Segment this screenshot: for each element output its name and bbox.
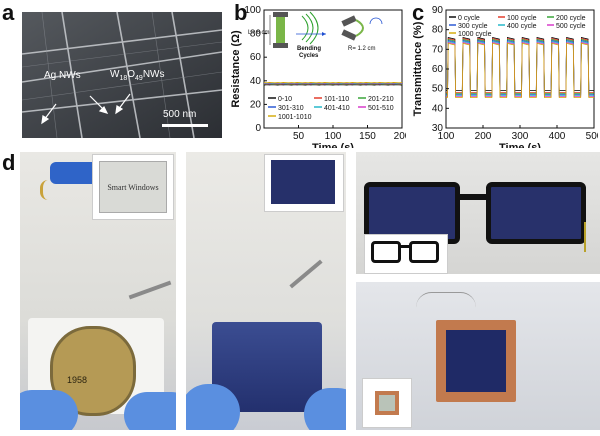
ytick-label-c-90: 90 xyxy=(432,6,444,16)
sem-image: Ag NWs W18O49NWs 500 nm xyxy=(22,12,222,138)
ytick-label-c-60: 60 xyxy=(432,64,444,75)
ytick-label-b-80: 80 xyxy=(250,29,262,40)
inset-radius: R= 1.2 cm xyxy=(348,46,376,52)
photo-smart-glasses xyxy=(356,152,600,274)
xtick-label-b-100: 100 xyxy=(325,131,342,142)
xlabel-b: Time (s) xyxy=(312,142,354,148)
legend-label-b-0-10: 0-10 xyxy=(278,96,292,103)
series-line-400-cycle xyxy=(446,41,594,96)
legend-label-b-501-510: 501-510 xyxy=(368,105,394,112)
wire-lead xyxy=(584,222,600,252)
legend-label-c-0: 0 cycle xyxy=(458,15,480,22)
xtick-label-c-500: 500 xyxy=(586,131,598,142)
legend-label-b-201-210: 201-210 xyxy=(368,96,394,103)
colored-square xyxy=(446,330,506,392)
panel-letter-b: b xyxy=(234,0,248,25)
xlabel-c: Time (s) xyxy=(499,142,541,148)
ylabel-b: Resistance (Ω) xyxy=(230,30,242,108)
ytick-label-b-20: 20 xyxy=(250,99,262,110)
ytick-label-c-80: 80 xyxy=(432,25,444,36)
series-line-0-cycle xyxy=(446,36,594,91)
panel-letter-d: d xyxy=(2,150,16,175)
legend-label-c-1000: 1000 cycle xyxy=(458,31,492,38)
xtick-label-b-150: 150 xyxy=(359,131,376,142)
clamp-top xyxy=(273,12,288,17)
transmittance-chart: 30 40 50 60 70 80 90 100 200 300 400 500 Time (s) Tra… xyxy=(412,6,598,148)
series-line-200-cycle xyxy=(446,38,594,94)
legend-label-b-101-110: 101-110 xyxy=(324,96,349,103)
ytick-label-c-40: 40 xyxy=(432,103,444,114)
inset-smart-windows: Smart Windows xyxy=(92,154,174,220)
label-ag-nws: Ag NWs xyxy=(44,70,81,81)
series-line-500-cycle xyxy=(446,42,594,97)
ytick-label-c-70: 70 xyxy=(432,44,444,55)
legend-label-c-500: 500 cycle xyxy=(556,23,586,30)
label-w-nws: W18O49NWs xyxy=(110,69,165,82)
resistance-chart: 0 20 40 60 80 100 50 100 150 200 Time (s) Resistanc… xyxy=(230,6,406,148)
seal-year: 1958 xyxy=(67,375,88,385)
blue-glove-right-2 xyxy=(304,388,346,430)
inset-smart-windows-text: Smart Windows xyxy=(107,182,159,192)
copper-frame xyxy=(436,320,516,402)
series-line-100-cycle xyxy=(446,37,594,93)
inset-small-device xyxy=(362,378,412,428)
clamp-bottom xyxy=(273,43,288,48)
legend-label-c-400: 400 cycle xyxy=(507,23,537,30)
legend-label-c-300: 300 cycle xyxy=(458,23,488,30)
inset-bleached-glasses xyxy=(364,234,448,274)
sample-strip xyxy=(276,15,285,45)
tweezers xyxy=(128,280,172,300)
inset-colored-device xyxy=(264,154,344,212)
photo-copper-framed-device xyxy=(356,282,600,430)
scale-bar xyxy=(162,124,208,127)
xtick-label-c-400: 400 xyxy=(549,131,566,142)
inset-cycles: Cycles xyxy=(299,53,319,59)
blue-glove-left-2 xyxy=(186,384,240,430)
xtick-label-c-300: 300 xyxy=(512,131,529,142)
legend-label-c-100: 100 cycle xyxy=(507,15,537,22)
inset-bending: Bending xyxy=(297,46,321,52)
xtick-label-c-100: 100 xyxy=(438,131,455,142)
glasses-frame xyxy=(364,182,586,246)
ytick-label-b-100: 100 xyxy=(244,6,261,16)
legend-label-c-200: 200 cycle xyxy=(556,15,586,22)
blue-glove-left xyxy=(20,390,78,430)
xtick-label-b-50: 50 xyxy=(293,131,305,142)
scale-bar-label: 500 nm xyxy=(163,109,197,120)
bending-schematic: L= 6 cm Bending Cycles R= 1.2 cm xyxy=(248,11,383,59)
panel-letter-a: a xyxy=(2,0,15,25)
panel-letter-c: c xyxy=(412,0,425,25)
photo-flexible-device-colored xyxy=(186,152,346,430)
clip xyxy=(289,259,323,289)
legend-label-b-1001-1010: 1001-1010 xyxy=(278,114,312,121)
ytick-label-b-60: 60 xyxy=(250,52,262,63)
series-line-1000-cycle xyxy=(446,42,594,98)
nanowire-network xyxy=(22,12,222,138)
xtick-label-b-200: 200 xyxy=(394,131,406,142)
ytick-label-c-30: 30 xyxy=(432,123,444,134)
ytick-label-c-50: 50 xyxy=(432,84,444,95)
xtick-label-c-200: 200 xyxy=(475,131,492,142)
inset-length: L= 6 cm xyxy=(248,30,270,36)
blue-glove-right xyxy=(124,392,176,430)
photo-flexible-device-bleached: Smart Windows 1958 xyxy=(20,152,176,430)
battery-clip xyxy=(50,162,100,184)
gold-wire xyxy=(40,180,61,200)
legend-label-b-401-410: 401-410 xyxy=(324,105,350,112)
ytick-label-b-40: 40 xyxy=(250,76,262,87)
thin-wire xyxy=(416,292,476,323)
ytick-label-b-0: 0 xyxy=(255,123,261,134)
series-line-300-cycle xyxy=(446,39,594,95)
ylabel-c: Transmittance (%) xyxy=(412,21,424,116)
legend-label-b-301-310: 301-310 xyxy=(278,105,304,112)
